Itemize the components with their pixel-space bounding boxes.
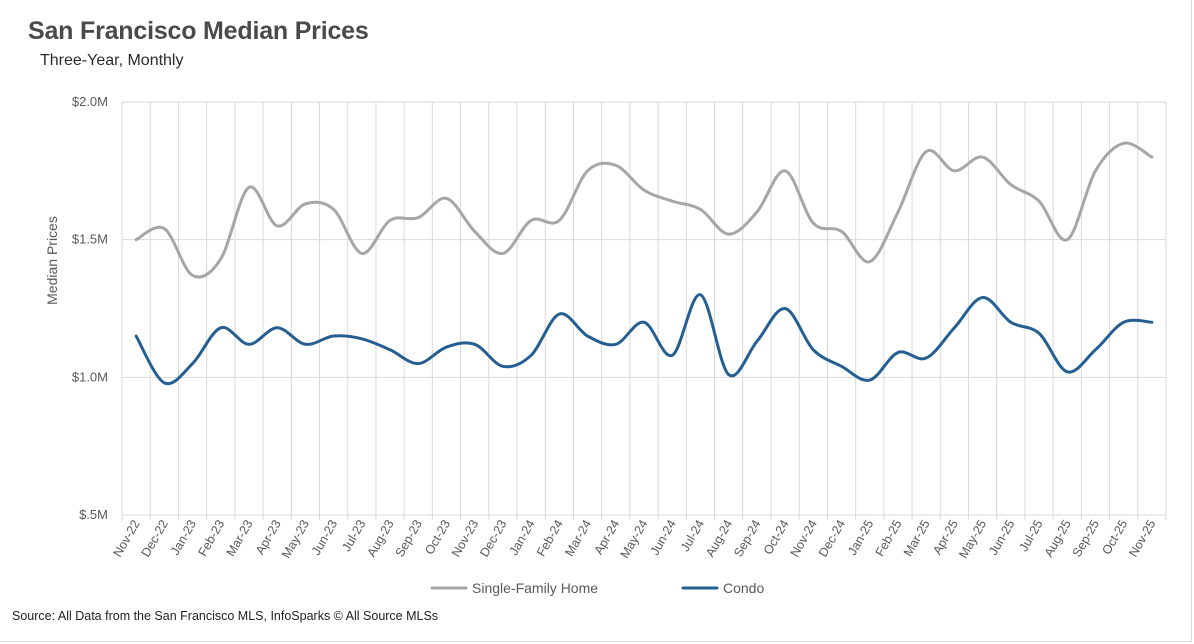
x-tick-label: May-25 <box>956 517 989 560</box>
x-tick-label: Oct-25 <box>1099 517 1130 557</box>
y-axis-title: Median Prices <box>44 216 60 305</box>
x-tick-label: Jun-25 <box>986 517 1017 557</box>
x-tick-label: Aug-24 <box>703 517 735 559</box>
x-tick-label: Nov-25 <box>1126 517 1158 559</box>
x-tick-label: Jul-23 <box>339 517 368 554</box>
series-line-condo <box>134 293 1154 386</box>
legend-label: Single-Family Home <box>472 580 598 596</box>
y-tick-label: $1.0M <box>72 369 108 384</box>
x-tick-label: May-23 <box>279 517 312 560</box>
x-tick-label: Aug-25 <box>1042 517 1074 559</box>
x-tick-label: Aug-23 <box>364 517 396 559</box>
series-layer <box>134 141 1154 386</box>
x-tick-label: Feb-24 <box>534 517 566 558</box>
x-tick-label: Mar-24 <box>562 517 594 558</box>
x-tick-label: Dec-23 <box>477 517 509 559</box>
x-tick-label: Apr-25 <box>930 517 961 557</box>
x-tick-label: Mar-25 <box>901 517 933 558</box>
x-tick-label: Jun-23 <box>309 517 340 557</box>
x-tick-label: Feb-25 <box>873 517 905 558</box>
x-tick-label: Nov-22 <box>110 517 142 559</box>
x-tick-label: Apr-24 <box>591 517 622 557</box>
series-line-single-family <box>134 141 1154 279</box>
x-tick-label: Oct-23 <box>422 517 453 557</box>
x-tick-label: May-24 <box>618 517 651 560</box>
legend-label: Condo <box>723 580 764 596</box>
x-tick-label: Sep-24 <box>731 517 763 559</box>
chart-title: San Francisco Median Prices <box>28 17 369 45</box>
chart-subtitle: Three-Year, Monthly <box>40 52 184 69</box>
x-tick-label: Dec-22 <box>139 517 171 559</box>
y-tick-label: $1.5M <box>72 232 108 247</box>
legend-item-condo: Condo <box>681 580 764 596</box>
grid-layer <box>121 101 1167 516</box>
x-tick-label: Feb-23 <box>195 517 227 558</box>
x-tick-label: Mar-23 <box>224 517 256 558</box>
legend-item-single-family: Single-Family Home <box>430 580 598 596</box>
legend: Single-Family Home Condo <box>430 580 764 596</box>
x-tick-label: Dec-24 <box>816 517 848 559</box>
source-note: Source: All Data from the San Francisco … <box>12 609 439 623</box>
y-tick-label: $.5M <box>79 507 108 522</box>
x-tick-label: Jul-24 <box>678 517 707 554</box>
y-tick-label: $2.0M <box>72 94 108 109</box>
x-tick-label: Sep-23 <box>393 517 425 559</box>
x-tick-label: Oct-24 <box>761 517 792 557</box>
x-tick-label: Jun-24 <box>648 517 679 557</box>
x-tick-label: Sep-25 <box>1070 517 1102 559</box>
x-tick-label: Apr-23 <box>253 517 284 557</box>
x-tick-label: Jul-25 <box>1016 517 1045 554</box>
